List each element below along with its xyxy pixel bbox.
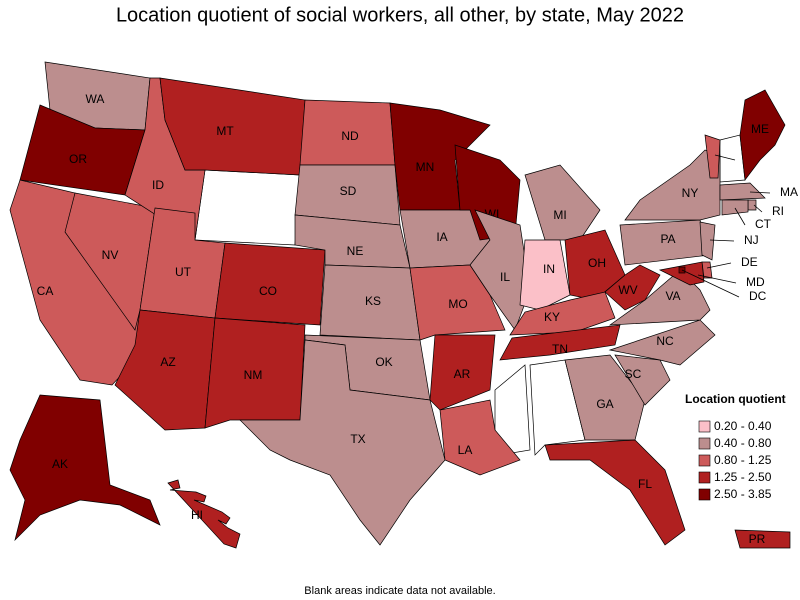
- state: [439, 399, 521, 476]
- state-label: KS: [365, 294, 381, 308]
- state-label: HI: [191, 508, 203, 522]
- state-label: PR: [749, 532, 766, 546]
- state-label: NM: [244, 368, 263, 382]
- state-label: CO: [259, 284, 277, 298]
- state-label: CT: [755, 217, 772, 231]
- state: [499, 324, 621, 361]
- state-label: KY: [544, 310, 560, 324]
- state: [519, 239, 571, 311]
- map-title: Location quotient of social workers, all…: [116, 4, 684, 26]
- state-label: OH: [588, 256, 606, 270]
- state-label: OR: [69, 152, 87, 166]
- legend-label: 0.20 - 0.40: [714, 419, 772, 433]
- legend-swatch: [698, 454, 711, 467]
- state-label: TN: [552, 342, 568, 356]
- legend-swatch: [698, 420, 711, 433]
- state-label: ME: [751, 122, 769, 136]
- leader-line: [681, 269, 740, 298]
- state-label: RI: [772, 204, 784, 218]
- state: [614, 354, 671, 406]
- legend-swatch: [698, 471, 711, 484]
- legend-label: 1.25 - 2.50: [714, 470, 772, 484]
- state-label: SC: [625, 367, 642, 381]
- leader-line: [734, 207, 746, 226]
- leader-line: [749, 191, 771, 194]
- state-label: IA: [436, 230, 447, 244]
- legend-label: 0.40 - 0.80: [714, 436, 772, 450]
- state-label: MT: [216, 124, 234, 138]
- state-blank: [494, 364, 531, 456]
- leader-line: [709, 239, 735, 242]
- state: [389, 102, 491, 211]
- note: Blank areas indicate data not available.: [304, 585, 495, 597]
- state-label: NY: [682, 186, 699, 200]
- state: [9, 394, 161, 542]
- state-blank: [529, 359, 586, 456]
- state: [721, 199, 749, 216]
- state-label: MA: [780, 185, 798, 199]
- state-label: AZ: [160, 355, 175, 369]
- state: [604, 264, 661, 311]
- state: [469, 209, 531, 331]
- legend-swatch: [698, 437, 711, 450]
- leader-line: [753, 204, 763, 213]
- state: [704, 134, 721, 179]
- state: [429, 334, 496, 411]
- state: [747, 199, 757, 211]
- state-label: NC: [656, 334, 674, 348]
- state: [214, 242, 326, 326]
- state-label: CA: [37, 284, 54, 298]
- state: [564, 354, 646, 441]
- legend-title: Location quotient: [685, 392, 786, 406]
- state-label: AR: [454, 367, 471, 381]
- leader-line: [697, 274, 737, 284]
- state: [658, 261, 705, 286]
- state: [624, 149, 721, 221]
- state: [699, 221, 716, 261]
- state: [608, 319, 716, 366]
- state-label: DC: [749, 289, 767, 303]
- state-label: PA: [660, 232, 675, 246]
- state-label: WV: [618, 283, 637, 297]
- legend-swatch: [698, 488, 711, 501]
- leader-line: [714, 154, 736, 161]
- state-label: OK: [375, 355, 392, 369]
- state-blank: [194, 169, 301, 246]
- state-label: MN: [416, 160, 435, 174]
- legend-label: 0.80 - 1.25: [714, 453, 772, 467]
- state: [524, 164, 601, 241]
- state-label: MI: [553, 208, 566, 222]
- state-label: IL: [500, 270, 510, 284]
- state-label: DE: [741, 255, 758, 269]
- state-label: GA: [596, 397, 613, 411]
- state-label: AK: [52, 457, 68, 471]
- state: [734, 529, 791, 549]
- state-label: TX: [350, 432, 365, 446]
- state: [167, 479, 241, 549]
- state-label: NV: [102, 248, 119, 262]
- state-label: UT: [175, 265, 192, 279]
- state-label: VA: [665, 289, 680, 303]
- state: [739, 89, 786, 181]
- leader-line: [706, 262, 732, 269]
- state: [239, 339, 446, 546]
- state-label: WA: [86, 92, 105, 106]
- state: [544, 439, 686, 546]
- state-label: FL: [638, 477, 652, 491]
- state: [719, 182, 766, 201]
- state-label: NJ: [744, 233, 759, 247]
- state-label: MO: [448, 297, 467, 311]
- state-label: MD: [746, 275, 765, 289]
- legend-label: 2.50 - 3.85: [714, 487, 772, 501]
- state-label: SD: [340, 184, 357, 198]
- state-label: LA: [458, 443, 473, 457]
- state-label: ND: [341, 129, 359, 143]
- blank-states: [194, 134, 746, 456]
- state-label: NE: [347, 244, 364, 258]
- state-label: ID: [152, 178, 164, 192]
- state-label: IN: [543, 262, 555, 276]
